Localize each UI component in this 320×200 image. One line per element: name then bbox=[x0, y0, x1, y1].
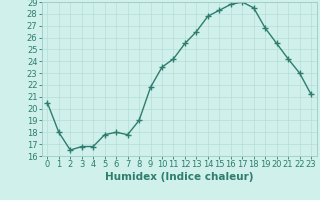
X-axis label: Humidex (Indice chaleur): Humidex (Indice chaleur) bbox=[105, 172, 253, 182]
